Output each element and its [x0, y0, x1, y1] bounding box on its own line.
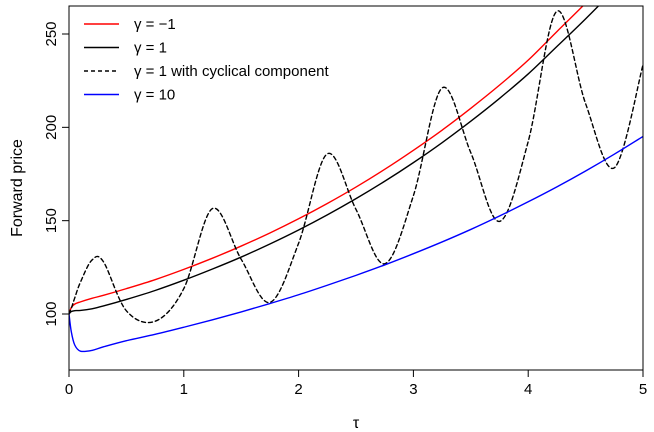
legend: γ = −1 γ = 1 γ = 1 with cyclical component…: [84, 16, 330, 104]
series-line-1: [69, 6, 584, 315]
legend-label-4: γ = 10: [134, 87, 175, 104]
x-tick-label: 3: [409, 381, 417, 398]
x-axis-title: τ: [353, 415, 360, 432]
legend-label-3: γ = 1 with cyclical component: [134, 63, 330, 80]
x-tick-label: 1: [180, 381, 188, 398]
y-tick-label: 100: [43, 301, 60, 326]
series-line-4: [69, 135, 643, 353]
x-tick-label: 4: [524, 381, 532, 398]
y-tick-label: 200: [43, 115, 60, 140]
series-line-2: [69, 6, 600, 315]
legend-label-1: γ = −1: [134, 16, 176, 33]
x-axis: 0 1 2 3 4 5: [65, 370, 647, 398]
y-axis: 100 150 200 250: [43, 21, 69, 327]
y-axis-title: Forward price: [9, 139, 26, 237]
legend-label-2: γ = 1: [134, 40, 167, 57]
series-line-3: [69, 10, 643, 324]
series-lines: [69, 6, 643, 353]
x-tick-label: 0: [65, 381, 73, 398]
plot-frame: [68, 5, 644, 371]
y-tick-label: 150: [43, 208, 60, 233]
x-tick-label: 2: [294, 381, 302, 398]
x-tick-label: 5: [639, 381, 647, 398]
y-tick-label: 250: [43, 21, 60, 46]
